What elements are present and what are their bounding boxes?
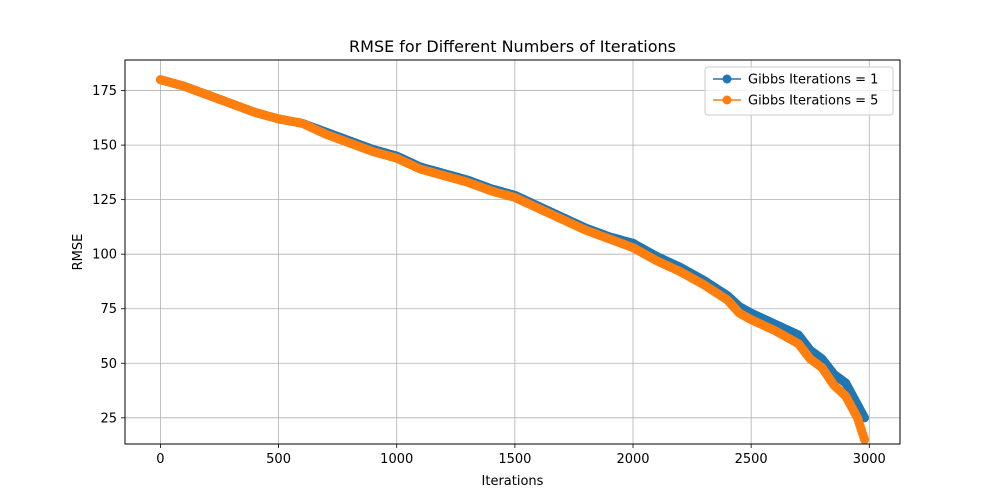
y-tick-label: 100 [92,248,117,263]
x-tick-label: 500 [266,452,291,467]
y-tick-label: 150 [92,139,117,154]
legend-marker [722,74,732,84]
legend-item: Gibbs Iterations = 1 [713,73,878,88]
legend-label: Gibbs Iterations = 5 [748,94,878,109]
legend: Gibbs Iterations = 1 Gibbs Iterations = 5 [704,66,894,116]
legend-box [704,66,894,116]
plot-frame [124,59,901,445]
y-tick-label: 125 [92,193,117,208]
data-point [860,435,870,445]
y-tick-label: 175 [92,84,117,99]
y-tick-label: 50 [100,357,117,372]
y-tick-label: 25 [100,411,117,426]
chart-title: RMSE for Different Numbers of Iterations [349,37,676,56]
axis-ticks: 0 500 1000 1500 2000 2500 3000 25 50 75 100 125 150 1… [92,84,886,467]
series-2 [155,75,870,445]
grid [125,60,900,444]
x-tick-label: 0 [156,452,164,467]
x-tick-label: 1500 [498,452,531,467]
x-axis-label: Iterations [482,474,544,489]
x-tick-label: 3000 [853,452,886,467]
y-tick-label: 75 [100,302,117,317]
y-axis-label: RMSE [71,234,86,271]
legend-label: Gibbs Iterations = 1 [748,73,878,88]
series-layer [155,75,870,445]
legend-marker [722,95,732,105]
x-tick-label: 2000 [616,452,649,467]
x-tick-label: 1000 [380,452,413,467]
legend-item: Gibbs Iterations = 5 [713,94,878,109]
x-tick-label: 2500 [735,452,768,467]
